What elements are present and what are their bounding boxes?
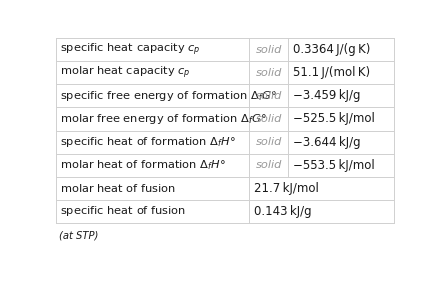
Text: −3.459 kJ/g: −3.459 kJ/g	[292, 89, 360, 102]
Text: solid: solid	[255, 114, 281, 124]
Text: $\mathregular{specific\ heat\ of\ fusion}$: $\mathregular{specific\ heat\ of\ fusion…	[60, 204, 186, 218]
Text: solid: solid	[255, 68, 281, 78]
Text: solid: solid	[255, 137, 281, 147]
Text: solid: solid	[255, 45, 281, 55]
Text: −553.5 kJ/mol: −553.5 kJ/mol	[292, 159, 374, 172]
Text: (at STP): (at STP)	[59, 230, 98, 240]
Text: $\mathregular{molar\ heat\ capacity\ }c_{p}$: $\mathregular{molar\ heat\ capacity\ }c_…	[60, 65, 191, 81]
Text: −525.5 kJ/mol: −525.5 kJ/mol	[292, 113, 374, 125]
Text: 21.7 kJ/mol: 21.7 kJ/mol	[253, 182, 318, 195]
Text: 51.1 J/(mol K): 51.1 J/(mol K)	[292, 66, 369, 79]
Text: $\mathregular{specific\ heat\ of\ formation\ }\Delta_{f}H°$: $\mathregular{specific\ heat\ of\ format…	[60, 135, 236, 149]
Text: solid: solid	[255, 160, 281, 170]
Text: $\mathregular{specific\ free\ energy\ of\ formation\ }\Delta_{f}G°$: $\mathregular{specific\ free\ energy\ of…	[60, 89, 276, 103]
Text: 0.143 kJ/g: 0.143 kJ/g	[253, 205, 311, 218]
Text: $\mathregular{molar\ heat\ of\ fusion}$: $\mathregular{molar\ heat\ of\ fusion}$	[60, 182, 176, 194]
Text: −3.644 kJ/g: −3.644 kJ/g	[292, 136, 360, 149]
Text: 0.3364 J/(g K): 0.3364 J/(g K)	[292, 43, 370, 56]
Text: solid: solid	[255, 91, 281, 101]
Text: $\mathregular{molar\ heat\ of\ formation\ }\Delta_{f}H°$: $\mathregular{molar\ heat\ of\ formation…	[60, 158, 226, 172]
Text: $\mathregular{specific\ heat\ capacity\ }c_{p}$: $\mathregular{specific\ heat\ capacity\ …	[60, 41, 201, 58]
Text: $\mathregular{molar\ free\ energy\ of\ formation\ }\Delta_{f}G°$: $\mathregular{molar\ free\ energy\ of\ f…	[60, 112, 266, 126]
